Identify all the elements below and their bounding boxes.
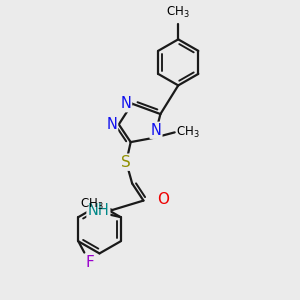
- Text: NH: NH: [88, 202, 109, 217]
- Text: N: N: [106, 117, 117, 132]
- Text: CH$_3$: CH$_3$: [80, 197, 103, 212]
- Text: N: N: [120, 96, 131, 111]
- Text: F: F: [85, 256, 94, 271]
- Text: CH$_3$: CH$_3$: [176, 125, 200, 140]
- Text: O: O: [157, 192, 169, 207]
- Text: N: N: [151, 123, 161, 138]
- Text: CH$_3$: CH$_3$: [167, 5, 190, 20]
- Text: S: S: [121, 155, 131, 170]
